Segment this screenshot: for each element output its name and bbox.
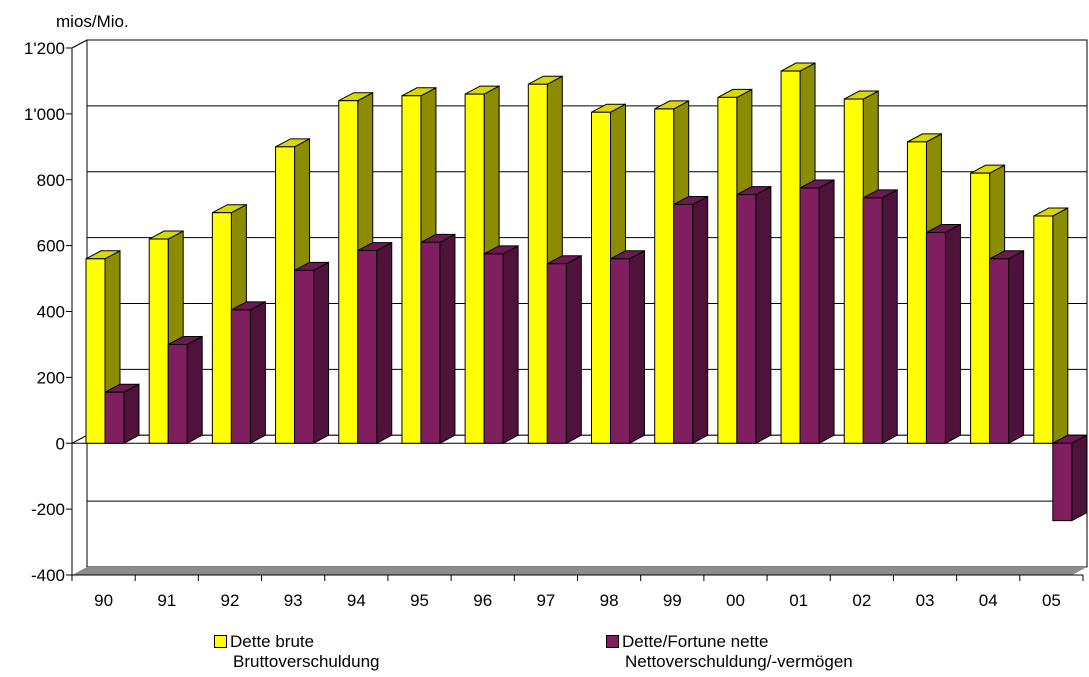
legend-label-net-debt-de: Nettoverschuldung/-vermögen [625,652,853,671]
chart-bars [85,62,1088,522]
bar-gross-debt-99 [654,108,675,444]
bar-net-debt-97 [546,263,567,444]
bar-side-net-90 [123,383,140,445]
bar-net-debt-02 [862,197,883,444]
bar-gross-debt-96 [464,93,485,444]
bar-net-debt-91 [167,343,188,444]
bar-gross-debt-95 [401,95,422,444]
y-tick-label: 0 [56,434,65,453]
bar-side-net-96 [502,245,519,445]
bar-net-debt-05 [1052,442,1073,522]
bar-side-net-04 [1008,249,1025,445]
x-tick-label: 93 [284,591,303,610]
bar-gross-debt-90 [85,258,106,444]
y-tick-label: -400 [31,566,65,585]
legend-swatch-net-debt [606,635,619,648]
bar-side-net-00 [755,185,772,445]
legend-swatch-gross-debt [214,635,227,648]
bar-gross-debt-03 [906,141,927,444]
bar-side-net-99 [692,195,709,445]
bar-gross-debt-02 [843,98,864,444]
x-tick-label: 92 [221,591,240,610]
bar-side-net-94 [376,241,393,445]
bar-net-debt-99 [673,203,694,444]
bar-gross-debt-93 [275,146,296,444]
x-tick-label: 98 [600,591,619,610]
x-tick-label: 95 [410,591,429,610]
x-tick-label: 96 [473,591,492,610]
bar-side-net-01 [818,179,835,445]
bar-side-net-93 [313,261,330,445]
bar-net-debt-94 [357,250,378,444]
bar-net-debt-03 [925,231,946,444]
x-tick-label: 02 [852,591,871,610]
bar-gross-debt-04 [970,172,991,444]
bar-gross-debt-05 [1033,215,1054,444]
bar-net-debt-90 [104,391,125,444]
bar-side-gross-05 [1052,207,1069,445]
y-tick-label: 1'200 [24,39,65,58]
bar-gross-debt-94 [338,100,359,444]
x-tick-label: 00 [726,591,745,610]
bar-net-debt-93 [294,269,315,444]
legend-label-net-debt-fr: Dette/Fortune nette [622,632,769,651]
bar-net-debt-96 [483,253,504,444]
bar-side-net-97 [565,254,582,445]
bar-gross-debt-98 [591,111,611,444]
bar-net-debt-00 [736,194,757,444]
bar-gross-debt-01 [780,70,801,444]
bar-net-debt-95 [420,241,441,444]
bar-side-net-95 [439,233,456,445]
legend-item-gross-debt: Dette brute Bruttoverschuldung [214,632,379,672]
y-tick-label: 600 [37,237,65,256]
legend-label-gross-debt-fr: Dette brute [230,632,315,651]
bar-side-net-98 [629,249,645,445]
y-tick-label: 1'000 [24,105,65,124]
x-tick-label: 91 [157,591,176,610]
bar-gross-debt-00 [717,96,738,444]
y-tick-label: 400 [37,303,65,322]
x-tick-label: 90 [94,591,113,610]
bar-gross-debt-91 [148,238,169,444]
y-tick-label: 200 [37,368,65,387]
plot-top-edge [71,39,88,49]
bar-side-net-02 [881,189,898,445]
bar-gross-debt-92 [211,212,232,444]
x-tick-label: 94 [347,591,366,610]
y-axis-label: mios/Mio. [56,12,129,31]
x-tick-label: 03 [916,591,935,610]
bar-side-net-05 [1071,434,1088,522]
bar-side-net-91 [186,335,203,445]
x-tick-label: 97 [536,591,555,610]
bar-side-net-03 [944,223,961,445]
y-tick-label: -200 [31,500,65,519]
bar-net-debt-92 [230,309,251,444]
legend-label-gross-debt-de: Bruttoverschuldung [233,652,380,671]
bar-side-net-92 [249,301,266,445]
bar-net-debt-98 [610,258,630,444]
legend-item-net-debt: Dette/Fortune nette Nettoverschuldung/-v… [606,632,853,672]
x-tick-label: 01 [789,591,808,610]
x-tick-label: 99 [663,591,682,610]
bar-gross-debt-97 [527,83,548,444]
y-tick-label: 800 [37,171,65,190]
bar-net-debt-01 [799,187,820,444]
x-tick-label: 04 [979,591,998,610]
plot-floor [72,567,1087,575]
x-tick-label: 05 [1042,591,1061,610]
bar-net-debt-04 [989,258,1010,444]
chart-axes: 90 91 92 93 94 95 96 97 98 99 00 01 02 03 04 05 -400 -200… [24,39,1084,610]
